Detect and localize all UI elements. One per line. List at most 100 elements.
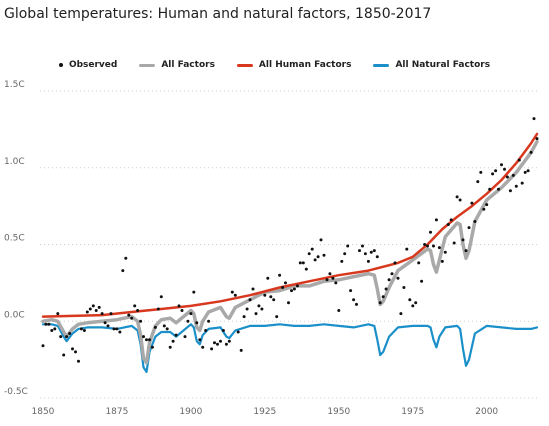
- observed-point: [366, 259, 370, 263]
- observed-point: [508, 189, 512, 193]
- observed-point: [53, 327, 57, 331]
- observed-point: [100, 312, 104, 316]
- observed-point: [535, 137, 539, 141]
- observed-point: [399, 312, 403, 316]
- legend-label-all-factors: All Factors: [161, 60, 215, 70]
- legend-item-human-factors[interactable]: All Human Factors: [236, 60, 351, 70]
- observed-point: [292, 287, 296, 291]
- observed-point: [408, 298, 412, 302]
- observed-point: [50, 329, 54, 332]
- observed-point: [479, 170, 483, 174]
- observed-point: [446, 223, 450, 226]
- observed-point: [331, 276, 335, 280]
- observed-point: [112, 327, 116, 331]
- observed-point: [221, 329, 225, 332]
- observed-point: [393, 261, 397, 265]
- observed-point: [65, 335, 69, 339]
- observed-point: [443, 250, 447, 254]
- x-tick-label: 1875: [105, 407, 128, 417]
- observed-point: [500, 163, 503, 167]
- observed-point: [476, 180, 480, 184]
- observed-point: [420, 279, 424, 283]
- observed-points: [41, 117, 539, 363]
- observed-point: [171, 339, 175, 343]
- observed-point: [328, 272, 332, 276]
- observed-point: [142, 335, 145, 339]
- observed-point: [97, 305, 101, 309]
- observed-point: [68, 332, 72, 335]
- observed-point: [523, 170, 527, 174]
- observed-point: [248, 298, 252, 302]
- chart-title: Global temperatures: Human and natural f…: [4, 6, 432, 22]
- grid-lines: [40, 90, 537, 399]
- observed-point: [91, 304, 95, 308]
- observed-point: [133, 304, 137, 308]
- observed-point: [219, 339, 222, 343]
- observed-point: [213, 341, 216, 345]
- observed-point: [224, 342, 228, 346]
- legend-item-observed[interactable]: Observed: [58, 60, 117, 70]
- observed-point: [168, 345, 172, 349]
- observed-point: [192, 290, 196, 294]
- observed-point: [230, 290, 234, 294]
- observed-point: [494, 169, 498, 173]
- observed-point: [532, 117, 536, 121]
- legend-item-natural-factors[interactable]: All Natural Factors: [373, 60, 490, 70]
- x-tick-label: 1925: [253, 407, 276, 417]
- observed-point: [269, 295, 273, 299]
- observed-point: [414, 301, 418, 305]
- observed-point: [417, 261, 421, 265]
- observed-point: [375, 255, 379, 259]
- observed-point: [384, 287, 388, 291]
- observed-point: [340, 259, 344, 263]
- observed-point: [257, 304, 261, 308]
- observed-point: [346, 244, 350, 248]
- observed-point: [153, 325, 157, 329]
- observed-point: [233, 293, 237, 297]
- observed-point: [304, 267, 308, 271]
- observed-point: [529, 150, 533, 154]
- observed-point: [174, 333, 178, 337]
- y-tick-label: -0.5C: [4, 387, 28, 397]
- observed-point: [201, 345, 205, 349]
- observed-point: [94, 309, 98, 312]
- observed-point: [526, 169, 530, 173]
- observed-point: [272, 298, 276, 302]
- observed-point: [310, 247, 314, 251]
- legend-item-all-factors[interactable]: All Factors: [139, 60, 215, 70]
- observed-point: [210, 347, 214, 351]
- series-layer: [41, 132, 539, 373]
- observed-point: [150, 345, 154, 349]
- observed-point: [503, 167, 506, 171]
- legend-label-natural-factors: All Natural Factors: [395, 60, 491, 70]
- observed-point: [485, 203, 489, 207]
- observed-point: [183, 335, 187, 339]
- observed-point: [461, 238, 465, 242]
- observed-point: [245, 307, 249, 311]
- observed-point: [437, 246, 441, 250]
- observed-point: [355, 302, 358, 306]
- observed-point: [71, 347, 74, 351]
- observed-point: [254, 312, 258, 316]
- observed-point: [411, 304, 415, 308]
- observed-point: [455, 195, 459, 199]
- observed-point: [295, 284, 299, 288]
- observed-point: [236, 330, 240, 334]
- x-tick-label: 1850: [32, 407, 55, 417]
- observed-point: [440, 259, 444, 263]
- observed-point: [402, 286, 406, 289]
- observed-point: [497, 187, 500, 191]
- observed-point: [343, 252, 347, 256]
- observed-point: [260, 307, 264, 311]
- observed-point: [423, 243, 427, 246]
- all-factors-line-icon: [139, 63, 156, 67]
- observed-point: [145, 338, 148, 342]
- x-tick-label: 1950: [327, 407, 350, 417]
- observed-point: [432, 244, 435, 248]
- observed-point: [227, 339, 231, 343]
- observed-point: [358, 249, 361, 253]
- human-factors-line-icon: [236, 63, 253, 67]
- observed-point: [85, 310, 89, 314]
- observed-point: [165, 327, 169, 331]
- observed-point: [278, 273, 282, 277]
